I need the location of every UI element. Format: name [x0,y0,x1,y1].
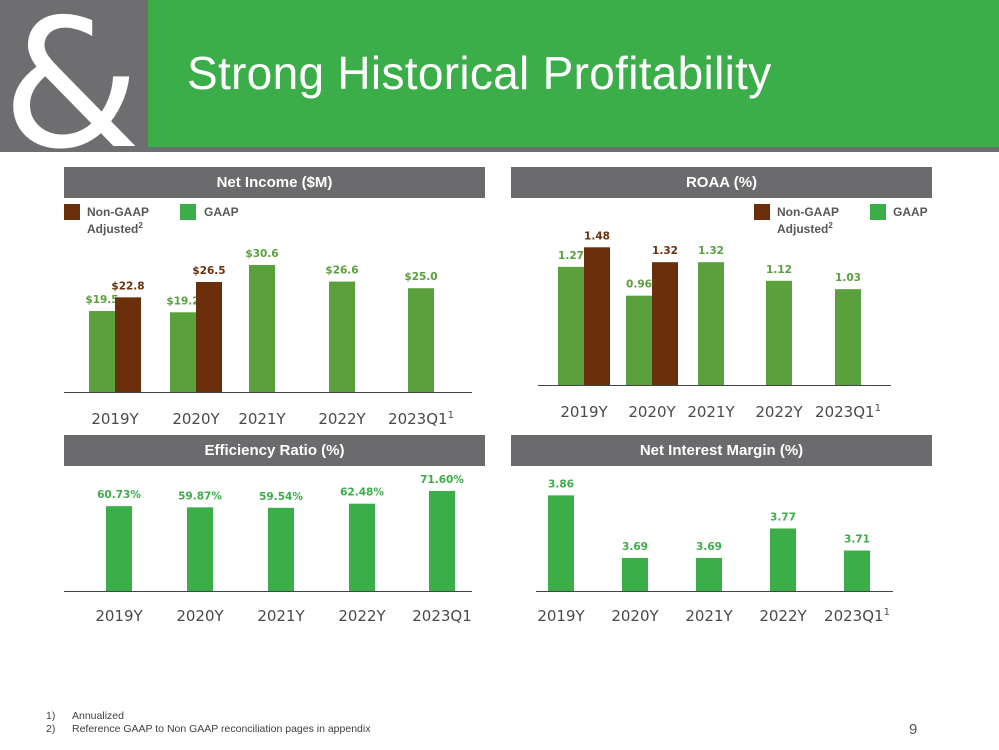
roaa-gaap-value-label: 1.27 [558,250,584,262]
legend-label-gaap: GAAP [204,205,239,219]
roaa-gaap-bar [558,266,584,385]
roaa-non-gaap-bar [584,247,610,385]
efficiency-gaap-bar [187,507,213,591]
efficiency-gaap-bar [268,507,294,591]
nim-gaap-bar [844,550,870,591]
legend-label-non-gaap: Non-GAAP Adjusted2 [777,205,839,236]
legend-swatch-non-gaap [754,204,770,220]
efficiency-gaap-value-label: 60.73% [97,489,141,501]
legend-label-non-gaap: Non-GAAP Adjusted2 [87,205,149,236]
nim-gaap-bar [770,528,796,591]
nim-tick-label: 2019Y [537,607,585,625]
efficiency-tick-label: 2023Q1 [412,607,472,625]
efficiency-tick-label: 2019Y [95,607,143,625]
efficiency-tick-label: 2021Y [257,607,305,625]
net_income-gaap-value-label: $26.6 [325,265,358,277]
net-income-legend: Non-GAAP Adjusted2 GAAP [64,204,264,236]
nim-gaap-value-label: 3.69 [622,541,648,553]
footnotes: 1) Annualized 2) Reference GAAP to Non GAA… [46,710,370,736]
page-number: 9 [909,721,918,738]
efficiency-gaap-bar [429,490,455,591]
roaa-gaap-bar [835,289,861,385]
efficiency-gaap-value-label: 71.60% [420,474,464,486]
nim-tick-label: 2023Q11 [824,607,890,625]
legend-swatch-gaap [870,204,886,220]
efficiency-gaap-value-label: 62.48% [340,487,384,499]
net_income-non-gaap-value-label: $26.5 [192,265,225,277]
svg-text:&: & [2,0,141,152]
net_income-tick-label: 2022Y [318,410,366,428]
nim-gaap-value-label: 3.86 [548,478,574,490]
nim-gaap-value-label: 3.69 [696,541,722,553]
legend-swatch-non-gaap [64,204,80,220]
roaa-gaap-bar [626,295,652,385]
roaa-tick-label: 2019Y [560,403,608,421]
roaa-gaap-value-label: 1.12 [766,264,792,276]
banner-green-band [148,0,999,147]
net_income-gaap-bar [89,311,115,392]
roaa-non-gaap-bar [652,262,678,385]
net_income-gaap-bar [170,312,196,392]
nim-gaap-bar [622,557,648,591]
nim-gaap-value-label: 3.71 [844,534,870,546]
roaa-legend: Non-GAAP Adjusted2 GAAP [754,204,954,236]
roaa-tick-label: 2020Y [628,403,676,421]
roaa-gaap-bar [698,262,724,385]
title-banner: & Strong Historical Profitability [0,0,999,152]
net_income-tick-label: 2020Y [172,410,220,428]
nim-gaap-bar [696,557,722,591]
page-title: Strong Historical Profitability [187,47,772,99]
nim-header: Net Interest Margin (%) [511,435,932,466]
efficiency-gaap-value-label: 59.87% [178,490,222,502]
net_income-gaap-bar [329,281,355,392]
roaa-tick-label: 2022Y [755,403,803,421]
efficiency-tick-label: 2022Y [338,607,386,625]
roaa-non-gaap-value-label: 1.48 [584,230,610,242]
roaa-gaap-value-label: 1.32 [698,245,724,257]
roaa-gaap-value-label: 1.03 [835,272,861,284]
efficiency-gaap-value-label: 59.54% [259,491,303,503]
nim-tick-label: 2020Y [611,607,659,625]
net_income-gaap-value-label: $25.0 [404,271,437,283]
nim-gaap-bar [548,495,574,591]
net_income-non-gaap-bar [196,281,222,392]
efficiency-gaap-bar [106,506,132,591]
net_income-tick-label: 2019Y [91,410,139,428]
efficiency-tick-label: 2020Y [176,607,224,625]
nim-gaap-value-label: 3.77 [770,511,796,523]
roaa-tick-label: 2021Y [687,403,735,421]
footnote-2: 2) Reference GAAP to Non GAAP reconciliat… [46,723,371,735]
roaa-tick-label: 2023Q11 [815,403,881,421]
roaa-gaap-value-label: 0.96 [626,279,652,291]
net_income-gaap-bar [408,288,434,392]
net_income-non-gaap-value-label: $22.8 [111,280,144,292]
roaa-header: ROAA (%) [511,167,932,198]
efficiency-header: Efficiency Ratio (%) [64,435,485,466]
nim-tick-label: 2021Y [685,607,733,625]
footnote-1: 1) Annualized [46,710,124,722]
net_income-tick-label: 2023Q11 [388,410,454,428]
roaa-non-gaap-value-label: 1.32 [652,245,678,257]
net_income-non-gaap-bar [115,297,141,392]
net_income-gaap-bar [249,264,275,392]
net_income-gaap-value-label: $19.5 [85,294,118,306]
net_income-gaap-value-label: $19.2 [166,295,199,307]
net_income-gaap-value-label: $30.6 [245,248,278,260]
efficiency-gaap-bar [349,503,375,591]
legend-swatch-gaap [180,204,196,220]
roaa-gaap-bar [766,280,792,385]
net_income-tick-label: 2021Y [238,410,286,428]
legend-label-gaap: GAAP [893,205,928,219]
net-income-header: Net Income ($M) [64,167,485,198]
ampersand-logo-icon: & [2,0,141,152]
nim-tick-label: 2022Y [759,607,807,625]
